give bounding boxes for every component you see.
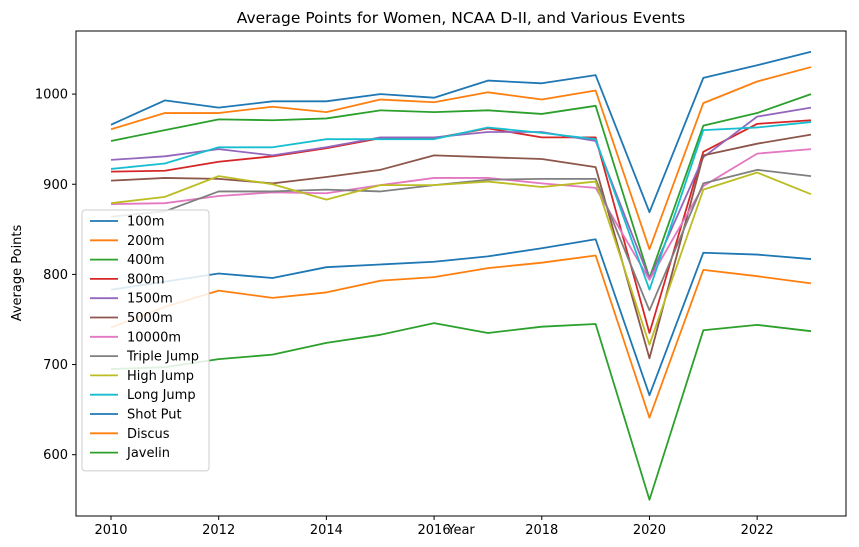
series-line-11 (110, 254, 812, 419)
legend: 100m 200m 400m 800m 1500m 5000m 10000m Triple J… (81, 209, 210, 472)
chart-title: Average Points for Women, NCAA D-II, and… (237, 9, 685, 27)
series-line-1 (110, 66, 812, 251)
series-line-6 (110, 148, 812, 281)
x-axis-label: Year (446, 523, 475, 538)
series-line-3 (110, 119, 812, 334)
series-line-9 (110, 121, 812, 291)
series-lines (110, 50, 812, 501)
y-tick-label: 900 (43, 178, 68, 193)
x-tick-label: 2012 (202, 523, 235, 538)
legend-label: Javelin (126, 446, 170, 461)
plot-area-frame (75, 30, 847, 517)
legend-label: 5000m (127, 311, 173, 326)
series-line-12 (110, 322, 812, 501)
legend-label: Discus (127, 427, 170, 442)
x-tick-label: 2018 (525, 523, 558, 538)
x-tick-label: 2014 (310, 523, 343, 538)
legend-label: 400m (127, 253, 164, 268)
legend-label: 100m (127, 215, 164, 230)
legend-label: 800m (127, 272, 164, 287)
legend-box (81, 209, 210, 472)
legend-label: High Jump (127, 369, 194, 384)
series-line-5 (110, 133, 812, 360)
x-tick-label: 2010 (94, 523, 127, 538)
x-axis: 2010 2012 2014 2016 2018 2020 2022 (94, 516, 774, 538)
y-tick-label: 600 (43, 448, 68, 463)
legend-label: Shot Put (127, 408, 182, 423)
y-tick-label: 700 (43, 358, 68, 373)
series-line-7 (110, 168, 812, 312)
y-axis-label: Average Points (10, 224, 25, 321)
legend-label: Triple Jump (126, 350, 199, 365)
legend-label: 1500m (127, 292, 173, 307)
y-axis: 600 700 800 900 1000 (35, 88, 76, 463)
series-line-2 (110, 93, 812, 279)
series-line-4 (110, 106, 812, 280)
legend-label: 200m (127, 234, 164, 249)
y-tick-label: 1000 (35, 88, 68, 103)
x-tick-label: 2016 (418, 523, 451, 538)
x-tick-label: 2020 (633, 523, 666, 538)
series-line-10 (110, 238, 812, 397)
x-tick-label: 2022 (741, 523, 774, 538)
series-line-0 (110, 50, 812, 214)
y-tick-label: 800 (43, 268, 68, 283)
legend-label: 10000m (127, 330, 181, 345)
legend-label: Long Jump (127, 388, 196, 403)
series-line-8 (110, 171, 812, 346)
